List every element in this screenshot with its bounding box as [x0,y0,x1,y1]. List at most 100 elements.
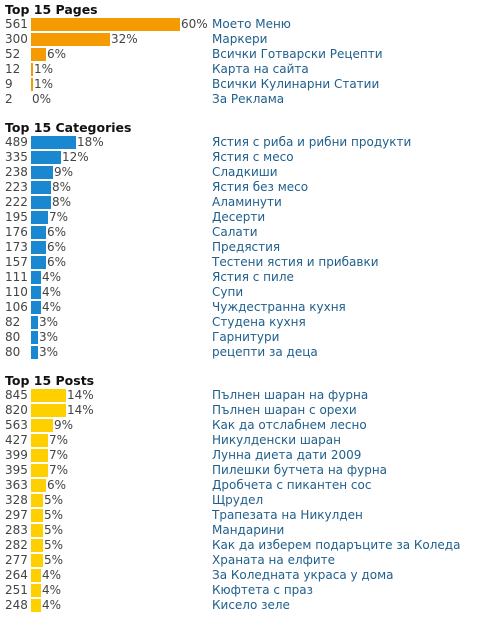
percent-label: 0% [32,92,52,106]
table-row: 563 9% Как да отслабнем лесно [0,418,485,433]
item-link[interactable]: Супи [212,285,244,299]
percent-label: 3% [39,345,59,359]
item-link[interactable]: Десерти [212,210,266,224]
item-link[interactable]: Моето Меню [212,17,291,31]
bar-mark [31,151,61,164]
item-link[interactable]: Как да отслабнем лесно [212,418,367,432]
item-link[interactable]: Студена кухня [212,315,306,329]
hit-count: 561 [5,17,28,31]
table-row: 80 3% Гарнитури [0,330,485,345]
item-link[interactable]: Никулденски шаран [212,433,341,447]
table-row: 9 1% Всички Кулинарни Статии [0,77,485,92]
item-link[interactable]: Ястия с месо [212,150,294,164]
hit-count: 80 [5,330,21,344]
item-link[interactable]: Дробчета с пикантен сос [212,478,372,492]
bar-mark [31,226,46,239]
bar-mark [31,509,43,522]
hit-count: 2 [5,92,13,106]
hit-count: 80 [5,345,21,359]
hit-count: 195 [5,210,28,224]
bar-mark [31,524,43,537]
hit-count: 282 [5,538,28,552]
table-row: 173 6% Предястия [0,240,485,255]
item-link[interactable]: Щрудел [212,493,264,507]
section-title: Top 15 Posts [5,373,95,388]
bar-mark [31,181,51,194]
hit-count: 489 [5,135,28,149]
item-link[interactable]: Тестени ястия и прибавки [212,255,379,269]
item-link[interactable]: Как да изберем подаръците за Коледа [212,538,461,552]
table-row: 111 4% Ястия с пиле [0,270,485,285]
item-link[interactable]: Сладкиши [212,165,278,179]
item-link[interactable]: Салати [212,225,258,239]
bar-mark [31,301,41,314]
table-row: 248 4% Кисело зеле [0,598,485,613]
bar-mark [31,464,48,477]
hit-count: 335 [5,150,28,164]
item-link[interactable]: Лунна диета дати 2009 [212,448,362,462]
table-row: 110 4% Супи [0,285,485,300]
hit-count: 248 [5,598,28,612]
percent-label: 14% [67,388,94,402]
percent-label: 7% [49,210,69,224]
percent-label: 7% [49,448,69,462]
bar-mark [31,599,41,612]
percent-label: 3% [39,330,59,344]
item-link[interactable]: За Реклама [212,92,285,106]
item-link[interactable]: Маркери [212,32,268,46]
percent-label: 5% [44,523,64,537]
percent-label: 4% [42,300,62,314]
table-row: 106 4% Чуждестранна кухня [0,300,485,315]
bar-mark [31,316,38,329]
item-link[interactable]: Гарнитури [212,330,280,344]
table-row: 395 7% Пилешки бутчета на фурна [0,463,485,478]
table-row: 845 14% Пълнен шаран на фурна [0,388,485,403]
bar-mark [31,271,41,284]
table-row: 176 6% Салати [0,225,485,240]
item-link[interactable]: Аламинути [212,195,282,209]
table-row: 297 5% Трапезата на Никулден [0,508,485,523]
item-link[interactable]: Мандарини [212,523,285,537]
item-link[interactable]: рецепти за деца [212,345,318,359]
percent-label: 5% [44,538,64,552]
hit-count: 297 [5,508,28,522]
bar-mark [31,63,33,76]
item-link[interactable]: Трапезата на Никулден [212,508,363,522]
table-row: 195 7% Десерти [0,210,485,225]
percent-label: 4% [42,285,62,299]
percent-label: 32% [111,32,138,46]
percent-label: 14% [67,403,94,417]
bar-mark [31,346,38,359]
hit-count: 277 [5,553,28,567]
percent-label: 4% [42,598,62,612]
bar-mark [31,78,33,91]
item-link[interactable]: Пилешки бутчета на фурна [212,463,388,477]
percent-label: 3% [39,315,59,329]
item-link[interactable]: Ястия с риба и рибни продукти [212,135,412,149]
table-row: 80 3% рецепти за деца [0,345,485,360]
percent-label: 5% [44,553,64,567]
percent-label: 9% [54,165,74,179]
bar-mark [31,33,110,46]
item-link[interactable]: Ястия с пиле [212,270,294,284]
item-link[interactable]: Пълнен шаран на фурна [212,388,369,402]
table-row: 328 5% Щрудел [0,493,485,508]
item-link[interactable]: Кисело зеле [212,598,290,612]
bar-mark [31,196,51,209]
hit-count: 9 [5,77,13,91]
item-link[interactable]: Ястия без месо [212,180,309,194]
bar-mark [31,404,66,417]
table-row: 82 3% Студена кухня [0,315,485,330]
item-link[interactable]: Всички Готварски Рецепти [212,47,383,61]
item-link[interactable]: Кюфтета с праз [212,583,314,597]
table-row: 283 5% Мандарини [0,523,485,538]
item-link[interactable]: Карта на сайта [212,62,309,76]
item-link[interactable]: Храната на елфите [212,553,336,567]
table-row: 427 7% Никулденски шаран [0,433,485,448]
item-link[interactable]: Чуждестранна кухня [212,300,346,314]
item-link[interactable]: Пълнен шаран с орехи [212,403,357,417]
item-link[interactable]: Всички Кулинарни Статии [212,77,380,91]
item-link[interactable]: За Коледната украса у дома [212,568,394,582]
item-link[interactable]: Предястия [212,240,281,254]
table-row: 561 60% Моето Меню [0,17,485,32]
